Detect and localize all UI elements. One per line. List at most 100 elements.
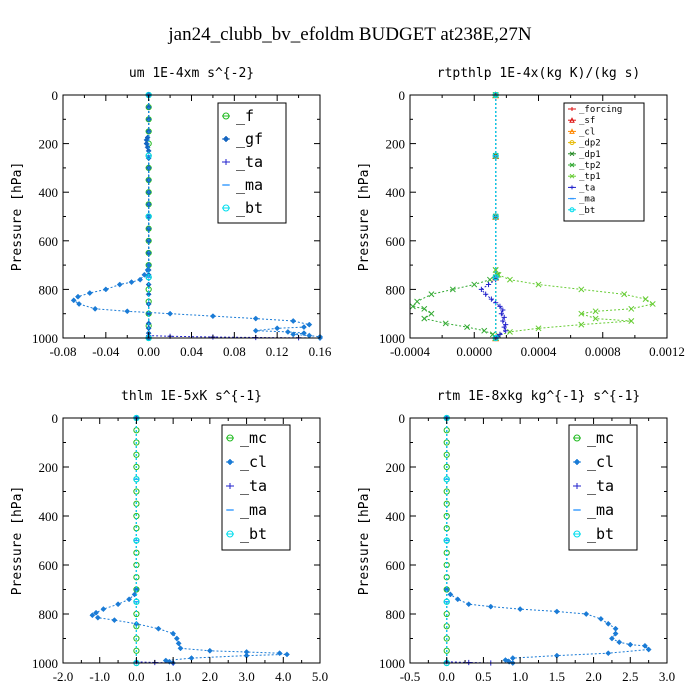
data-point: [492, 274, 499, 281]
legend-marker: [226, 434, 234, 442]
data-point: [501, 324, 507, 330]
data-point: [167, 310, 174, 317]
data-point: [443, 463, 450, 471]
y-tick-label: 200: [39, 460, 59, 475]
y-tick-label: 1000: [32, 656, 58, 671]
series-line: [135, 418, 174, 664]
data-point: [124, 308, 131, 315]
legend-label: _ta: [236, 153, 263, 171]
legend-label: _dp1: [579, 150, 601, 160]
x-tick-label: 4.0: [275, 669, 291, 684]
legend-label: _ma: [240, 501, 267, 519]
legend-label: _f: [236, 107, 254, 125]
data-point: [170, 630, 177, 637]
data-point: [86, 290, 93, 296]
legend-label: _bt: [587, 525, 614, 543]
x-tick-label: -0.5: [400, 669, 421, 684]
legend-box: [568, 424, 638, 551]
data-point: [89, 612, 96, 619]
y-tick-label: 800: [386, 282, 406, 297]
series-line: [411, 95, 498, 339]
legend-label: _tp1: [579, 172, 601, 182]
y-axis-label: Pressure [hPa]: [357, 162, 372, 272]
legend-label: _sf: [579, 116, 595, 126]
figure-title: jan24_clubb_bv_efoldm BUDGET at238E,27N: [167, 24, 532, 45]
legend-label: _dp2: [579, 139, 601, 149]
y-tick-label: 600: [39, 234, 59, 249]
data-point: [578, 310, 585, 317]
data-point: [583, 611, 590, 617]
x-tick-label: 0.00: [137, 344, 160, 359]
legend-marker: [574, 483, 580, 489]
legend-label: _forcing: [579, 105, 622, 115]
data-point: [428, 291, 435, 298]
data-point: [443, 647, 450, 654]
legend-marker: [570, 185, 574, 190]
x-tick-label: 1.0: [165, 669, 181, 684]
legend-marker: [226, 458, 234, 466]
x-tick-label: 0.16: [309, 344, 332, 359]
legend-box: [217, 102, 287, 224]
y-tick-label: 800: [386, 607, 406, 622]
data-point: [155, 625, 162, 632]
data-point: [92, 305, 99, 312]
chart-title: um 1E-4xm s^{-2}: [129, 66, 254, 81]
x-tick-label: 0.0008: [585, 344, 621, 359]
data-point: [454, 596, 461, 603]
data-point: [145, 274, 152, 281]
y-tick-label: 200: [386, 460, 406, 475]
data-point: [115, 601, 122, 608]
legend: _f _gf _ta _ma _bt: [217, 102, 287, 224]
data-point: [177, 645, 184, 652]
y-tick-label: 600: [386, 558, 406, 573]
data-point: [290, 331, 297, 338]
y-tick-label: 400: [386, 185, 406, 200]
legend-marker: [573, 530, 581, 538]
data-point: [498, 311, 504, 317]
legend-box: [563, 102, 645, 222]
data-point: [252, 315, 259, 322]
data-point: [489, 331, 496, 338]
legend-marker: [569, 140, 575, 146]
data-point: [75, 293, 81, 300]
legend-label: _ta: [240, 477, 267, 495]
chart-panel-4: rtm 1E-8xkg kg^{-1} s^{-1} -0.5 0.0 0.5 1.0 1…: [357, 389, 675, 684]
data-point: [126, 596, 133, 603]
y-tick-label: 800: [39, 282, 59, 297]
chart-panel-3: thlm 1E-5xK s^{-1} -2.0 -1.0 0.0 1.0 2.0 3.0 4.…: [10, 389, 328, 684]
data-point: [414, 298, 421, 305]
legend-marker: [222, 112, 230, 120]
legend: _mc _cl _ta _ma _bt: [221, 424, 291, 551]
data-point: [276, 650, 283, 657]
x-tick-label: 0.0004: [521, 344, 557, 359]
x-tick-label: 5.0: [312, 669, 328, 684]
y-tick-label: 0: [399, 88, 406, 103]
legend: _mc _cl _ta _ma _bt: [568, 424, 638, 551]
legend-label: _cl: [587, 453, 614, 471]
data-point: [627, 641, 634, 648]
legend-marker: [573, 434, 581, 442]
data-point: [616, 639, 623, 646]
data-point: [506, 276, 513, 283]
legend-label: _bt: [240, 525, 267, 543]
data-point: [116, 281, 123, 288]
data-point: [578, 286, 585, 293]
legend-label: _ma: [236, 176, 263, 194]
data-point: [485, 281, 492, 288]
legend-marker: [222, 135, 230, 143]
legend-marker: [222, 204, 230, 212]
data-point: [501, 314, 507, 320]
legend-marker: [569, 151, 575, 157]
legend: _forcing_sf_cl _dp2_dp1_tp2_tp1_ta _ma_bt: [563, 102, 645, 222]
y-tick-label: 600: [39, 558, 59, 573]
y-axis-label: Pressure [hPa]: [10, 486, 25, 596]
data-point: [612, 625, 619, 632]
data-point: [93, 609, 99, 616]
series-group: [89, 414, 290, 667]
data-point: [284, 328, 291, 335]
legend-label: _ta: [579, 183, 595, 193]
data-point: [497, 303, 503, 310]
data-point: [500, 318, 506, 324]
legend-box: [221, 424, 291, 551]
